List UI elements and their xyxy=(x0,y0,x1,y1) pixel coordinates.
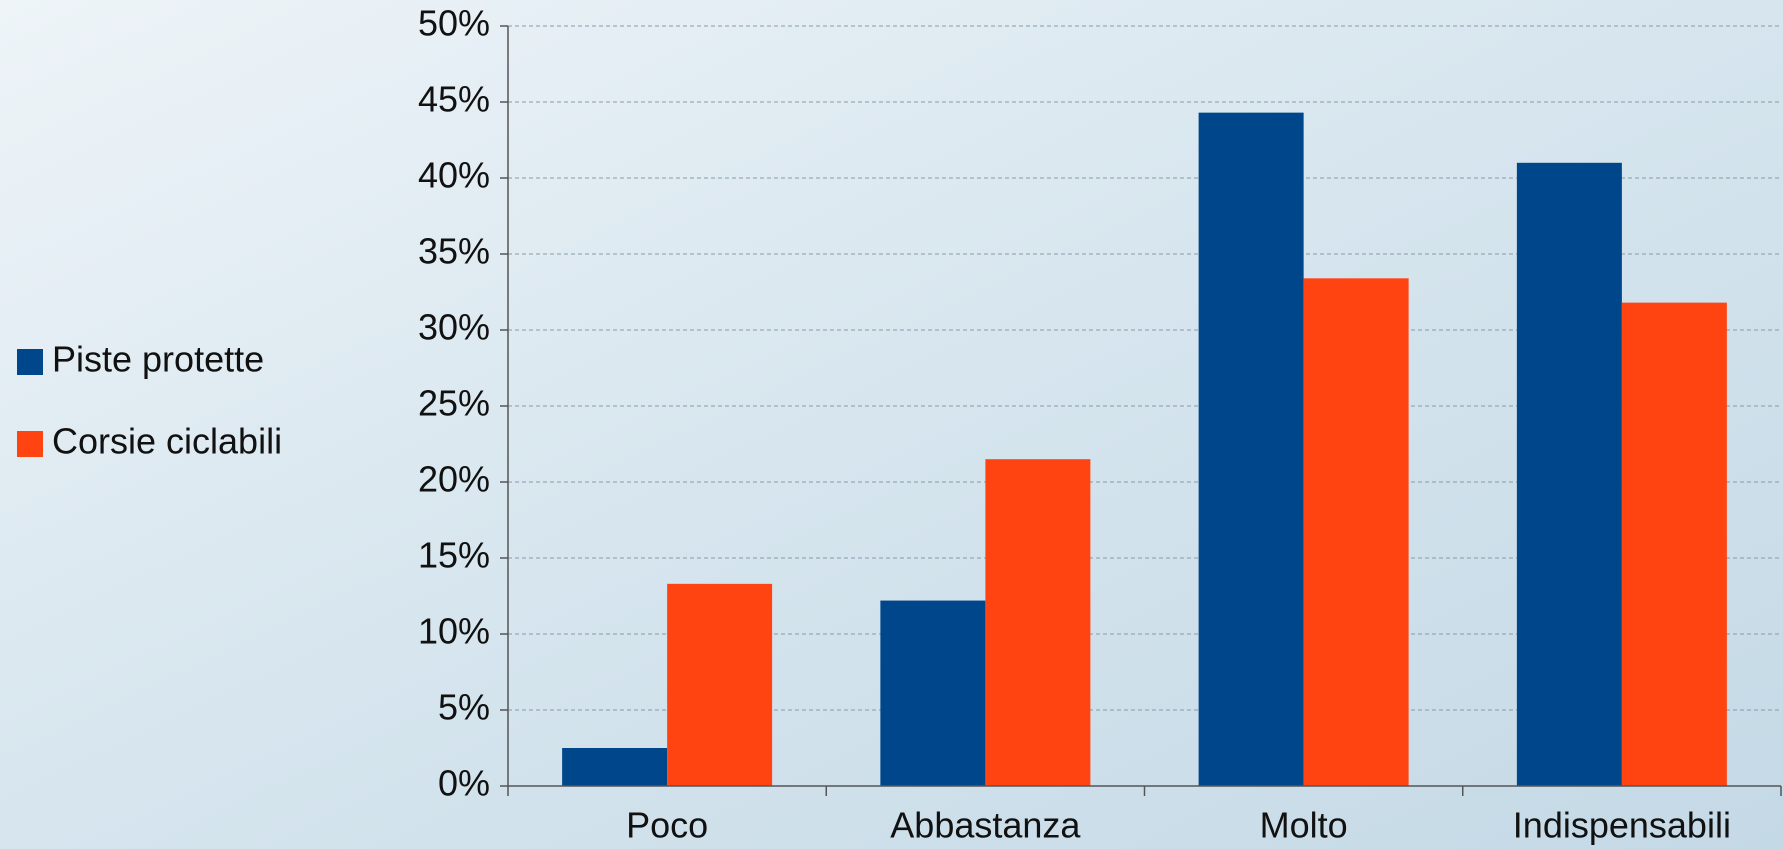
legend-swatch xyxy=(17,431,43,457)
bar xyxy=(1303,278,1409,786)
legend-swatch xyxy=(17,349,43,375)
bar xyxy=(667,583,773,786)
bar xyxy=(1516,162,1622,787)
y-tick-label: 40% xyxy=(418,155,490,196)
x-tick-label: Poco xyxy=(626,805,708,846)
legend-label: Corsie ciclabili xyxy=(52,421,282,462)
bar xyxy=(562,748,668,786)
y-tick-label: 25% xyxy=(418,383,490,424)
y-tick-label: 0% xyxy=(438,763,490,804)
y-tick-label: 35% xyxy=(418,231,490,272)
x-tick-label: Abbastanza xyxy=(890,805,1081,846)
bar xyxy=(1198,112,1304,786)
x-tick-label: Molto xyxy=(1260,805,1348,846)
y-tick-label: 50% xyxy=(418,3,490,44)
y-tick-label: 45% xyxy=(418,79,490,120)
y-tick-label: 5% xyxy=(438,687,490,728)
y-tick-label: 15% xyxy=(418,535,490,576)
y-tick-label: 10% xyxy=(418,611,490,652)
bar xyxy=(985,459,1091,786)
plot: 0% 5% 10% 15% 20% 25% 30% 35% 40% 45% 50% Poco Abbas… xyxy=(17,3,1782,846)
y-tick-label: 30% xyxy=(418,307,490,348)
bar xyxy=(1621,302,1727,786)
y-tick-label: 20% xyxy=(418,459,490,500)
bar xyxy=(880,600,986,786)
legend-label: Piste protette xyxy=(52,339,264,380)
x-tick-label: Indispensabili xyxy=(1513,805,1731,846)
